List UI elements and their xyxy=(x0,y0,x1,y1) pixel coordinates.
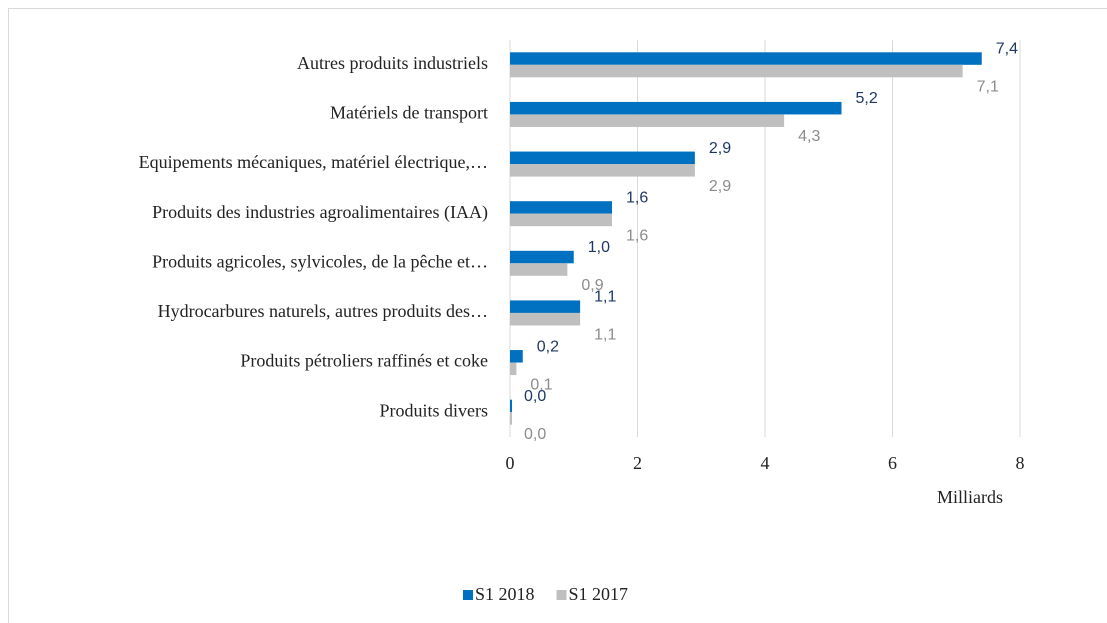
value-label: 0,0 xyxy=(524,426,546,443)
value-label: 0,0 xyxy=(524,388,546,405)
value-label: 0,1 xyxy=(530,376,552,393)
value-label: 5,2 xyxy=(856,90,878,107)
legend-swatch xyxy=(556,590,567,600)
value-label: 2,9 xyxy=(709,178,731,195)
y-tick-label: Hydrocarbures naturels, autres produits … xyxy=(158,301,488,321)
y-tick-label: Produits agricoles, sylvicoles, de la pê… xyxy=(152,251,488,271)
y-tick-label: Produits des industries agroalimentaires… xyxy=(152,202,488,223)
bar xyxy=(510,201,612,214)
legend-swatch xyxy=(463,590,473,600)
bar xyxy=(510,250,574,264)
bar xyxy=(510,213,612,227)
y-tick-label: Produits divers xyxy=(379,400,488,420)
bar xyxy=(510,312,581,326)
y-tick-label: Produits pétroliers raffinés et coke xyxy=(240,351,488,371)
chart-frame xyxy=(8,8,1107,623)
x-tick-label: 4 xyxy=(761,453,770,473)
value-label: 0,9 xyxy=(581,277,603,294)
value-label: 1,0 xyxy=(588,239,610,256)
bar xyxy=(510,151,695,165)
bar xyxy=(510,101,842,115)
value-label: 7,1 xyxy=(977,79,999,96)
bar xyxy=(510,362,517,376)
bar xyxy=(510,399,512,413)
legend-label: S1 2017 xyxy=(569,584,629,604)
x-axis-title: Milliards xyxy=(937,487,1003,507)
bar xyxy=(510,64,963,78)
bar xyxy=(510,412,512,425)
value-label: 0,2 xyxy=(537,338,559,355)
y-tick-label: Equipements mécaniques, matériel électri… xyxy=(139,152,488,172)
x-tick-label: 8 xyxy=(1016,453,1025,473)
value-label: 1,6 xyxy=(626,189,648,206)
bar xyxy=(510,263,568,276)
value-label: 1,1 xyxy=(594,327,616,344)
bar xyxy=(510,164,695,177)
value-label: 7,4 xyxy=(996,41,1018,58)
value-label: 4,3 xyxy=(798,128,820,145)
x-tick-label: 0 xyxy=(506,453,515,473)
bar xyxy=(510,52,982,65)
value-label: 1,6 xyxy=(626,227,648,244)
value-label: 1,1 xyxy=(594,289,616,306)
bar xyxy=(510,114,785,127)
x-tick-label: 6 xyxy=(888,453,897,473)
y-tick-label: Matériels de transport xyxy=(330,103,488,123)
legend-label: S1 2018 xyxy=(475,584,535,604)
value-label: 2,9 xyxy=(709,140,731,157)
x-tick-label: 2 xyxy=(633,453,642,473)
bar xyxy=(510,300,581,313)
y-tick-label: Autres produits industriels xyxy=(297,53,488,73)
bar xyxy=(510,350,523,363)
